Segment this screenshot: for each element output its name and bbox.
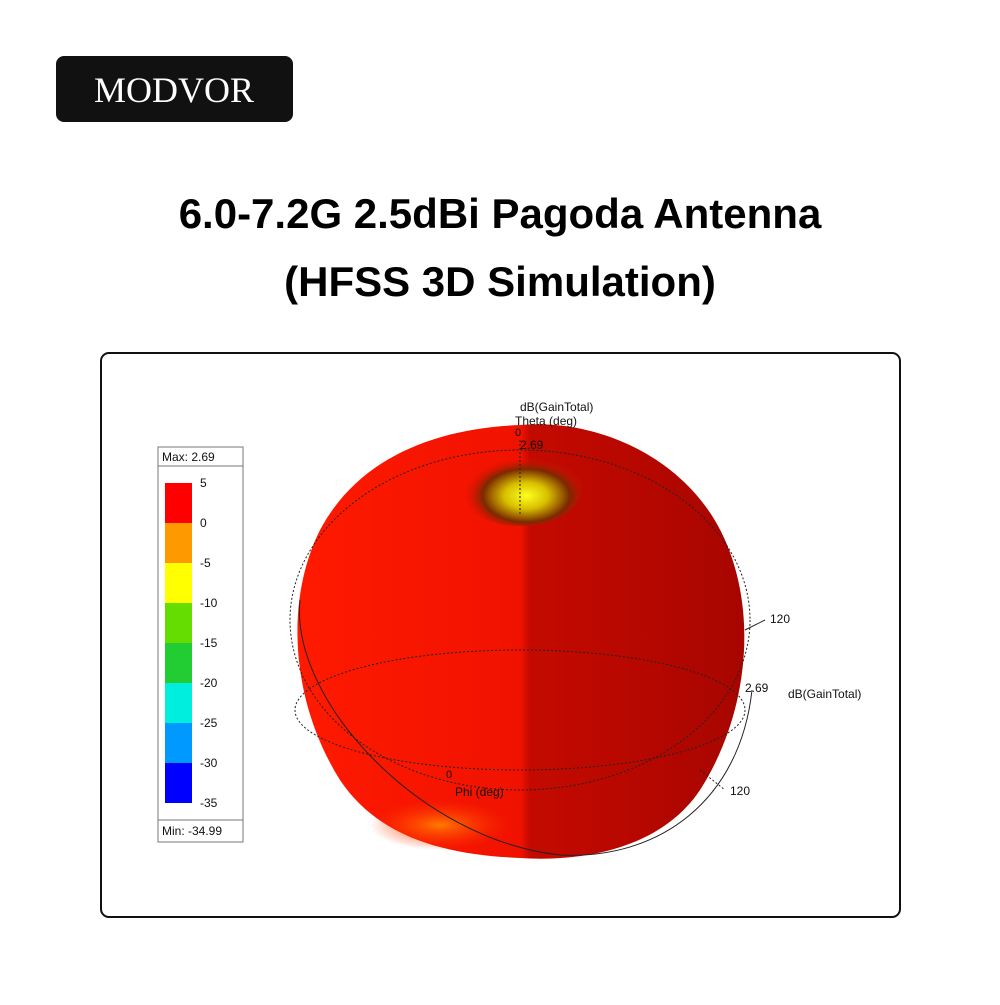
- axis-label: dB(GainTotal): [788, 687, 861, 701]
- logo-box: [56, 56, 293, 122]
- axis-label: 2.69: [520, 438, 544, 452]
- legend-tick: 5: [200, 476, 207, 490]
- tick: [699, 769, 726, 791]
- legend-tick: -15: [200, 636, 218, 650]
- axis-label: Phi (deg): [455, 785, 504, 799]
- legend-tick: -20: [200, 676, 218, 690]
- legend-tick: -30: [200, 756, 218, 770]
- color-band: [165, 603, 192, 643]
- axis-label: 2.69: [745, 681, 769, 695]
- legend-tick: 0: [200, 516, 207, 530]
- color-band: [165, 563, 192, 603]
- logo: MODVOR: [94, 70, 254, 110]
- axis-label: 0: [515, 427, 521, 439]
- legend-tick: -35: [200, 796, 218, 810]
- title-line2: (HFSS 3D Simulation): [284, 258, 716, 305]
- axis-label: dB(GainTotal): [520, 400, 593, 414]
- legend-min: Min: -34.99: [162, 824, 222, 838]
- color-band: [165, 763, 192, 803]
- axis-label: 0: [446, 769, 452, 781]
- legend-max: Max: 2.69: [162, 450, 215, 464]
- phi-circle: [294, 649, 746, 771]
- theta-circle: [289, 449, 751, 791]
- pattern-shade: [370, 800, 510, 850]
- legend-tick: -25: [200, 716, 218, 730]
- outline-circle: [299, 599, 753, 856]
- color-band: [165, 723, 192, 763]
- pattern-body: [297, 424, 745, 859]
- axis-label: Theta (deg): [515, 414, 577, 428]
- legend: Max: 2.69 Min: -34.99 5 0 -5 -10 -15 -20 -25 -3…: [157, 446, 244, 843]
- title-line1: 6.0-7.2G 2.5dBi Pagoda Antenna: [179, 190, 822, 237]
- color-band: [165, 643, 192, 683]
- legend-tick: -10: [200, 596, 218, 610]
- color-band: [165, 483, 192, 523]
- pattern: [289, 424, 766, 859]
- color-band: [165, 683, 192, 723]
- axis-label: 120: [770, 612, 790, 626]
- legend-tick: -5: [200, 556, 211, 570]
- color-band: [165, 523, 192, 563]
- tick: [744, 619, 766, 631]
- axis-label: 120: [730, 784, 750, 798]
